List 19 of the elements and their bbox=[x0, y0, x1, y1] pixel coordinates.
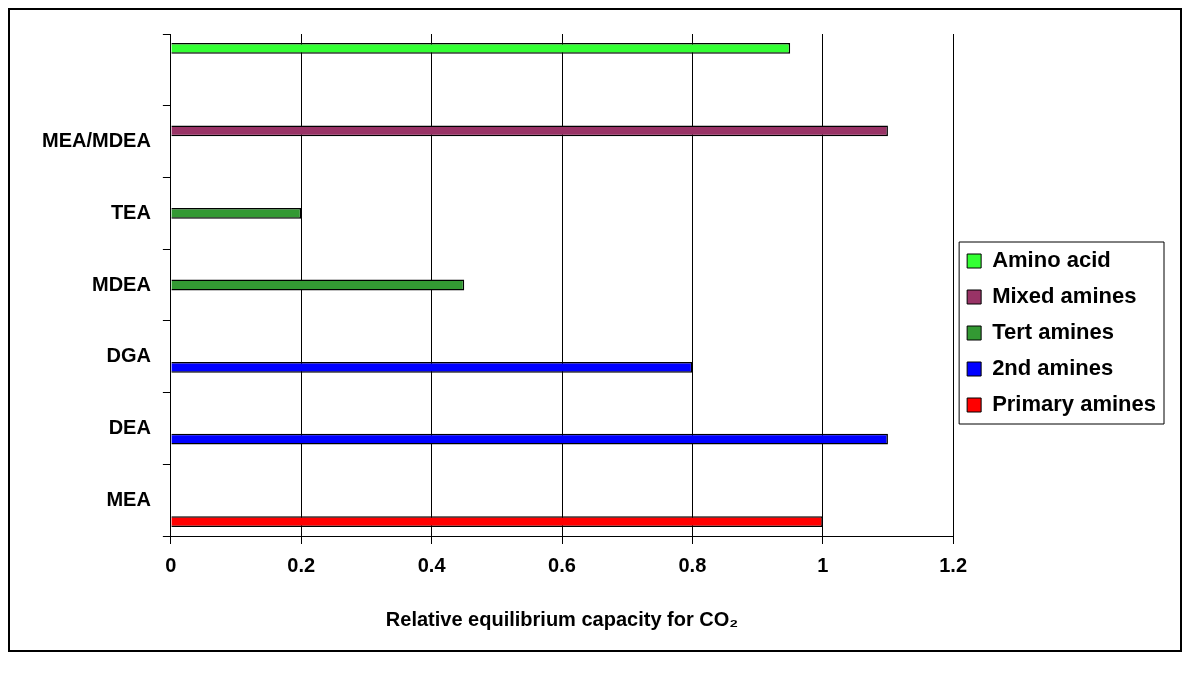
legend-label: Amino acid bbox=[992, 247, 1111, 273]
legend-label: Primary amines bbox=[992, 391, 1156, 417]
y-tick-label: MDEA bbox=[92, 272, 151, 295]
y-tick-label: MEA/MDEA bbox=[42, 129, 151, 152]
y-tick-label: DEA bbox=[108, 415, 151, 438]
y-tick-label: MEA bbox=[106, 487, 151, 510]
x-tick-label: 0.2 bbox=[287, 553, 316, 576]
legend-label: 2nd amines bbox=[992, 355, 1114, 381]
x-tick-label: 1.2 bbox=[939, 553, 968, 576]
x-tick-label: 0.4 bbox=[417, 553, 447, 576]
legend-label: Tert amines bbox=[992, 319, 1114, 345]
x-tick-label: 0.6 bbox=[548, 553, 576, 576]
x-tick-label: 1 bbox=[817, 553, 829, 576]
legend-label: Mixed amines bbox=[992, 283, 1137, 309]
x-tick-label: 0.8 bbox=[678, 553, 707, 576]
y-tick-label: DGA bbox=[106, 344, 151, 367]
x-tick-label: 0 bbox=[165, 553, 177, 576]
x-axis-title: Relative equilibrium capacity for CO₂ bbox=[385, 607, 739, 630]
y-tick-label: TEA bbox=[110, 200, 151, 223]
